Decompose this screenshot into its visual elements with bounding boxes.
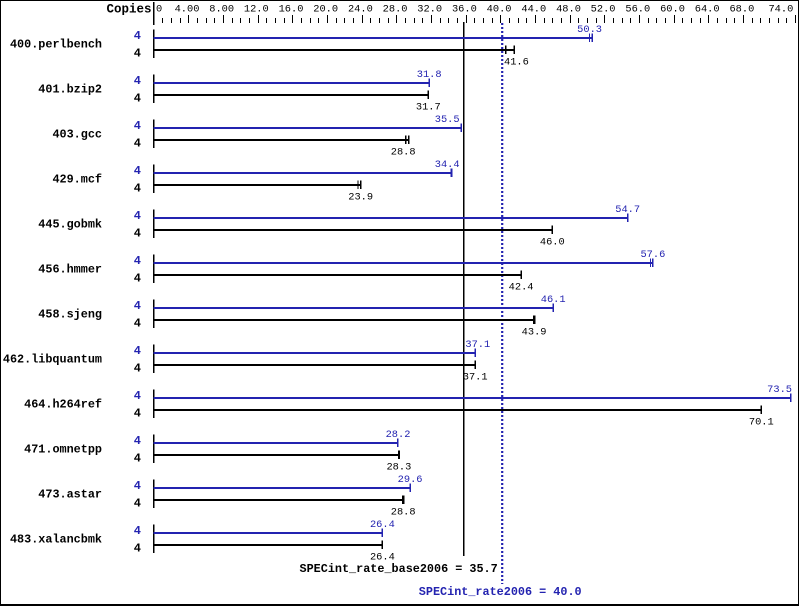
svg-text:4: 4 bbox=[134, 272, 141, 286]
svg-text:401.bzip2: 401.bzip2 bbox=[38, 83, 102, 97]
svg-text:31.8: 31.8 bbox=[417, 69, 442, 81]
svg-text:4: 4 bbox=[134, 389, 141, 403]
svg-text:26.4: 26.4 bbox=[370, 552, 395, 564]
svg-text:4: 4 bbox=[134, 92, 141, 106]
svg-text:57.6: 57.6 bbox=[640, 249, 665, 261]
svg-text:46.0: 46.0 bbox=[540, 237, 565, 249]
svg-text:16.0: 16.0 bbox=[279, 3, 304, 15]
svg-text:SPECint_rate_base2006 = 35.7: SPECint_rate_base2006 = 35.7 bbox=[300, 562, 498, 576]
svg-text:4: 4 bbox=[134, 227, 141, 241]
svg-text:4: 4 bbox=[134, 497, 141, 511]
svg-text:41.6: 41.6 bbox=[504, 57, 529, 69]
svg-text:44.0: 44.0 bbox=[521, 3, 546, 15]
svg-text:52.0: 52.0 bbox=[591, 3, 616, 15]
svg-text:464.h264ref: 464.h264ref bbox=[24, 398, 102, 412]
svg-text:4: 4 bbox=[134, 254, 141, 268]
svg-text:34.4: 34.4 bbox=[435, 159, 460, 171]
svg-text:4: 4 bbox=[134, 542, 141, 556]
svg-text:28.0: 28.0 bbox=[383, 3, 408, 15]
svg-text:4: 4 bbox=[134, 74, 141, 88]
svg-text:28.8: 28.8 bbox=[391, 507, 416, 519]
svg-text:48.0: 48.0 bbox=[556, 3, 581, 15]
svg-text:4: 4 bbox=[134, 47, 141, 61]
svg-text:35.5: 35.5 bbox=[435, 114, 460, 126]
svg-text:68.0: 68.0 bbox=[729, 3, 754, 15]
svg-text:60.0: 60.0 bbox=[660, 3, 685, 15]
svg-text:483.xalancbmk: 483.xalancbmk bbox=[10, 533, 102, 547]
svg-text:456.hmmer: 456.hmmer bbox=[38, 263, 102, 277]
svg-text:24.0: 24.0 bbox=[348, 3, 373, 15]
svg-text:4.00: 4.00 bbox=[175, 3, 200, 15]
svg-text:429.mcf: 429.mcf bbox=[52, 173, 102, 187]
svg-text:4: 4 bbox=[134, 119, 141, 133]
svg-text:4: 4 bbox=[134, 479, 141, 493]
svg-text:64.0: 64.0 bbox=[695, 3, 720, 15]
svg-text:445.gobmk: 445.gobmk bbox=[38, 218, 102, 232]
svg-text:473.astar: 473.astar bbox=[38, 488, 102, 502]
svg-text:23.9: 23.9 bbox=[348, 192, 373, 204]
svg-text:4: 4 bbox=[134, 299, 141, 313]
svg-text:28.3: 28.3 bbox=[386, 462, 411, 474]
svg-text:4: 4 bbox=[134, 317, 141, 331]
svg-text:73.5: 73.5 bbox=[767, 384, 792, 396]
svg-text:56.0: 56.0 bbox=[625, 3, 650, 15]
svg-text:0: 0 bbox=[156, 3, 162, 15]
svg-text:4: 4 bbox=[134, 344, 141, 358]
svg-text:4: 4 bbox=[134, 137, 141, 151]
svg-text:37.1: 37.1 bbox=[463, 372, 488, 384]
svg-text:4: 4 bbox=[134, 164, 141, 178]
svg-text:54.7: 54.7 bbox=[615, 204, 640, 216]
svg-text:43.9: 43.9 bbox=[522, 327, 547, 339]
svg-text:20.0: 20.0 bbox=[313, 3, 338, 15]
svg-text:SPECint_rate2006 = 40.0: SPECint_rate2006 = 40.0 bbox=[419, 585, 582, 599]
svg-text:46.1: 46.1 bbox=[541, 294, 566, 306]
svg-text:36.0: 36.0 bbox=[452, 3, 477, 15]
svg-text:471.omnetpp: 471.omnetpp bbox=[24, 443, 102, 457]
svg-text:4: 4 bbox=[134, 452, 141, 466]
svg-text:26.4: 26.4 bbox=[370, 519, 395, 531]
svg-text:4: 4 bbox=[134, 182, 141, 196]
svg-text:8.00: 8.00 bbox=[209, 3, 234, 15]
svg-text:403.gcc: 403.gcc bbox=[52, 128, 102, 142]
svg-text:12.0: 12.0 bbox=[244, 3, 269, 15]
svg-text:74.0: 74.0 bbox=[768, 3, 793, 15]
svg-text:50.3: 50.3 bbox=[577, 24, 602, 36]
svg-text:37.1: 37.1 bbox=[465, 339, 490, 351]
svg-text:4: 4 bbox=[134, 29, 141, 43]
svg-text:40.0: 40.0 bbox=[487, 3, 512, 15]
svg-text:458.sjeng: 458.sjeng bbox=[38, 308, 102, 322]
svg-text:400.perlbench: 400.perlbench bbox=[10, 38, 102, 52]
svg-text:31.7: 31.7 bbox=[416, 102, 441, 114]
svg-text:4: 4 bbox=[134, 524, 141, 538]
svg-text:42.4: 42.4 bbox=[509, 282, 534, 294]
svg-text:28.8: 28.8 bbox=[391, 147, 416, 159]
svg-text:28.2: 28.2 bbox=[386, 429, 411, 441]
svg-text:Copies: Copies bbox=[106, 3, 151, 17]
svg-text:462.libquantum: 462.libquantum bbox=[3, 353, 102, 367]
svg-text:70.1: 70.1 bbox=[749, 417, 774, 429]
svg-text:32.0: 32.0 bbox=[417, 3, 442, 15]
svg-text:29.6: 29.6 bbox=[398, 474, 423, 486]
svg-text:4: 4 bbox=[134, 407, 141, 421]
svg-text:4: 4 bbox=[134, 209, 141, 223]
svg-text:4: 4 bbox=[134, 434, 141, 448]
svg-text:4: 4 bbox=[134, 362, 141, 376]
